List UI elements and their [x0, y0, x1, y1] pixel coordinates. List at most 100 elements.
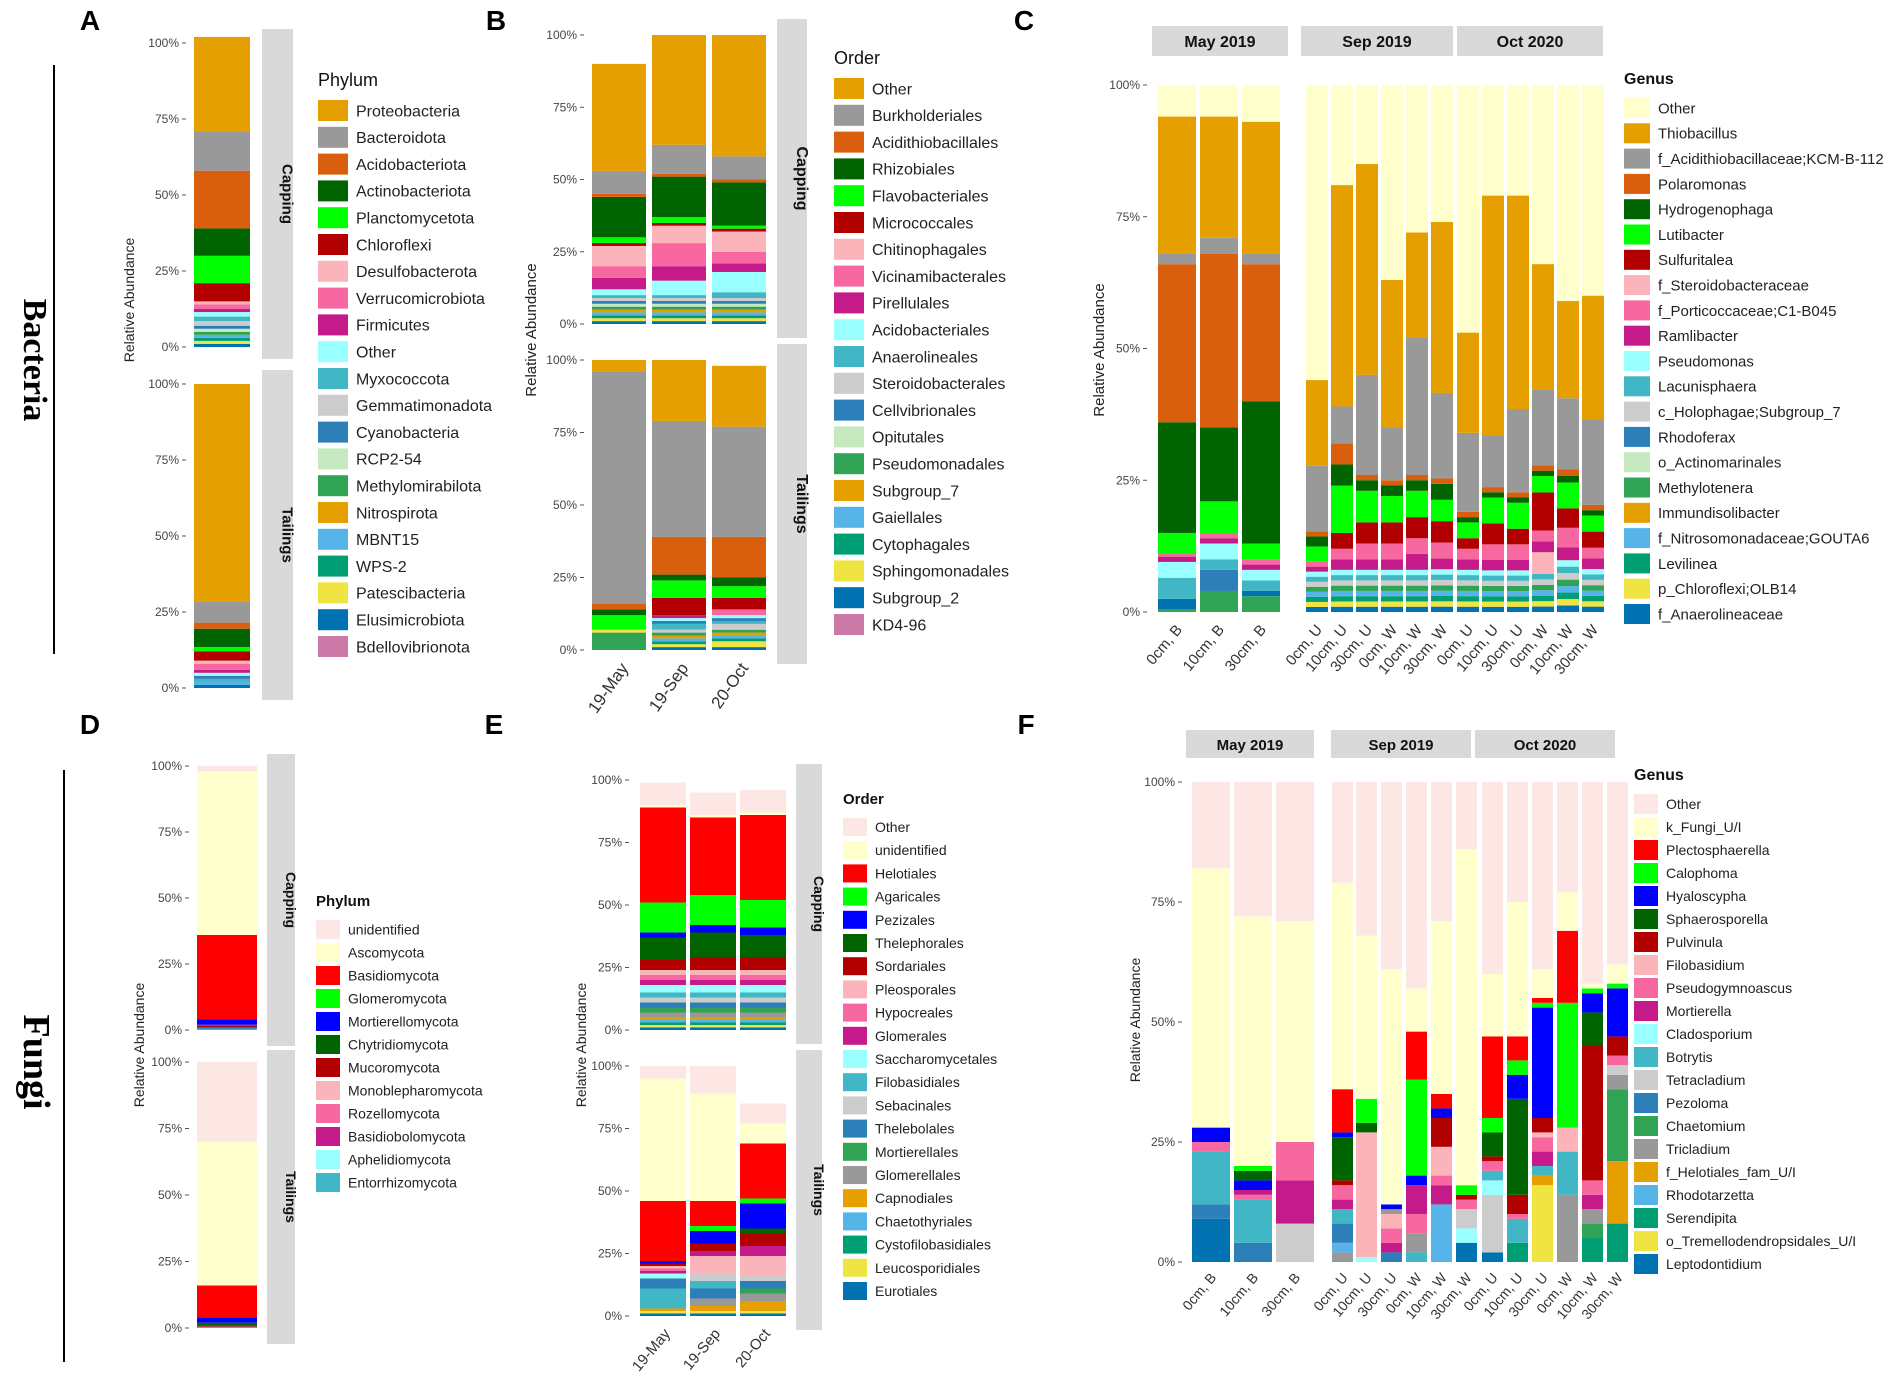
c-bar-segment	[1482, 601, 1504, 607]
legend-swatch	[316, 920, 340, 939]
c-bar-segment	[1356, 480, 1378, 491]
b-bar-segment	[592, 170, 646, 194]
facet-strip	[796, 1050, 822, 1330]
a-bar-segment	[194, 301, 250, 305]
b-bar-segment	[712, 615, 766, 619]
c-bar-segment	[1306, 596, 1328, 602]
f-bar-segment	[1456, 1209, 1477, 1229]
f-bar-segment	[1482, 1036, 1503, 1118]
legend-label: Chitinophagales	[872, 242, 987, 259]
f-bar-segment	[1456, 782, 1477, 850]
c-tick-label: 25%	[1116, 473, 1140, 487]
legend-label: RCP2-54	[356, 452, 422, 469]
d-bar-segment	[197, 1024, 257, 1027]
c-bar-segment	[1557, 560, 1579, 567]
e-bar-segment	[740, 1288, 786, 1294]
b-bar-segment	[712, 629, 766, 633]
legend-label: Lacunisphaera	[1658, 379, 1757, 396]
b-bar-segment	[712, 297, 766, 301]
legend-swatch	[1634, 978, 1658, 998]
legend-swatch	[318, 287, 348, 309]
legend-swatch	[1634, 817, 1658, 837]
legend-swatch	[834, 426, 864, 448]
legend-swatch	[843, 1235, 867, 1254]
x-tick-label: 10cm, B	[1180, 622, 1228, 675]
legend-swatch	[843, 1282, 867, 1300]
b-bar-segment	[592, 371, 646, 604]
legend-swatch	[843, 910, 867, 929]
e-bar-segment	[740, 812, 786, 815]
f-bar-segment	[1192, 1142, 1230, 1152]
x-tick-label: 30cm, B	[1258, 1270, 1303, 1320]
legend-label: KD4-96	[872, 617, 926, 634]
f-bar-segment	[1582, 1180, 1603, 1195]
a-bar-segment	[194, 312, 250, 317]
legend-swatch	[843, 1258, 867, 1277]
c-bar-segment	[1331, 185, 1353, 407]
b-bar-segment	[712, 306, 766, 310]
c-bar-segment	[1406, 554, 1428, 570]
e-bar-segment	[740, 970, 786, 975]
legend-swatch	[1634, 1139, 1658, 1159]
c-bar-segment	[1200, 253, 1238, 428]
legend-label: Pezoloma	[1666, 1095, 1728, 1111]
e-bar-segment	[740, 815, 786, 900]
b-bar-segment	[652, 35, 706, 145]
legend-label: Thelebolales	[875, 1121, 954, 1137]
legend-label: Burkholderiales	[872, 108, 982, 125]
f-bar-segment	[1557, 782, 1578, 893]
c-bar-segment	[1306, 571, 1328, 577]
b-bar-segment	[592, 609, 646, 616]
b-tick-label: 0%	[560, 317, 578, 331]
legend-swatch	[318, 314, 348, 336]
a-bar-segment	[194, 337, 250, 341]
a-tick-label: 25%	[155, 605, 179, 619]
b-bar-segment	[652, 629, 706, 633]
e-bar-segment	[740, 1025, 786, 1028]
legend-swatch	[843, 887, 867, 906]
e-bar-segment	[640, 960, 686, 970]
c-bar-segment	[1406, 480, 1428, 491]
e-bar-segment	[690, 1251, 736, 1256]
facet-strip-label: Tailings	[811, 1164, 827, 1216]
legend-label: c_Holophagae;Subgroup_7	[1658, 404, 1841, 421]
a-bar-segment	[194, 678, 250, 682]
legend-swatch	[843, 864, 867, 883]
e-bar-segment	[740, 1143, 786, 1199]
legend-label: Levilinea	[1658, 556, 1718, 573]
e-bar-segment	[640, 1271, 686, 1274]
d-bar-segment	[197, 1019, 257, 1025]
legend-swatch	[316, 1150, 340, 1169]
c-bar-segment	[1381, 601, 1403, 607]
c-bar-segment	[1582, 579, 1604, 586]
legend-label: Cellvibrionales	[872, 403, 976, 420]
c-bar-segment	[1582, 606, 1604, 612]
c-bar-segment	[1381, 590, 1403, 597]
b-bar-segment	[712, 263, 766, 272]
b-bar-segment	[652, 306, 706, 310]
legend-label: Ramlibacter	[1658, 328, 1738, 345]
e-bar-segment	[640, 1025, 686, 1028]
facet-strip	[1301, 26, 1453, 56]
f-tick-label: 0%	[1158, 1255, 1176, 1269]
e-bar-segment	[690, 980, 736, 985]
b-bar-segment	[712, 292, 766, 298]
c-bar-segment	[1431, 606, 1453, 612]
c-bar-segment	[1356, 543, 1378, 560]
c-bar-segment	[1431, 590, 1453, 596]
c-bar-segment	[1557, 605, 1579, 612]
d-tick-label: 0%	[165, 1023, 183, 1037]
c-bar-segment	[1532, 584, 1554, 591]
b-tick-label: 75%	[553, 426, 577, 440]
c-bar-segment	[1582, 510, 1604, 516]
a-bar-segment	[194, 283, 250, 302]
b-tick-label: 25%	[553, 245, 577, 259]
c-bar-segment	[1557, 566, 1579, 574]
c-bar-segment	[1356, 522, 1378, 544]
e-bar-segment	[740, 1198, 786, 1204]
b-bar-segment	[652, 597, 706, 616]
c-bar-segment	[1431, 585, 1453, 591]
legend-swatch	[834, 185, 864, 207]
legend-label: Mortierellales	[875, 1144, 958, 1160]
